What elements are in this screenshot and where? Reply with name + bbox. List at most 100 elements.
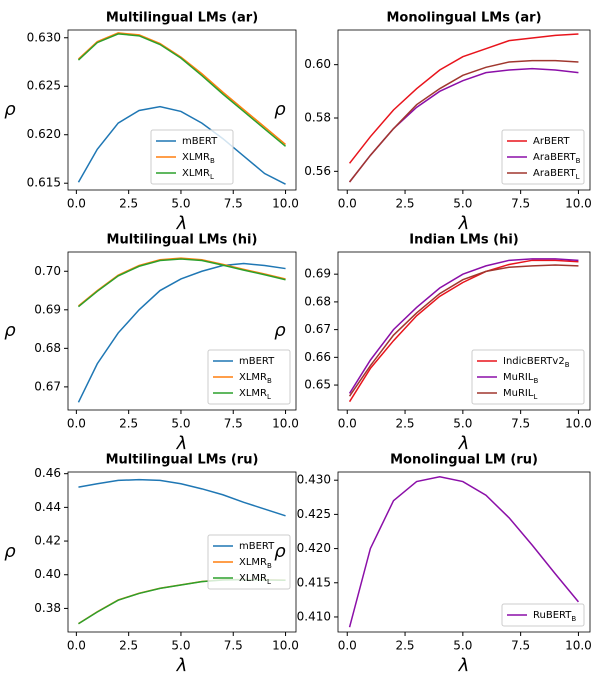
- legend-frame: [471, 349, 585, 405]
- axes-frame: [67, 29, 297, 191]
- subplot: Indian LMs (hi) λ ρ 0.0 2.5 5.0 7.5 10.0 0.65 0.6…: [274, 233, 592, 455]
- x-tick-label: 7.5: [224, 197, 243, 211]
- y-tick-label: 0.410: [297, 609, 331, 623]
- line-series: [77, 105, 286, 185]
- legend-label: XLMRL: [239, 573, 271, 586]
- y-axis-label: ρ: [274, 99, 286, 120]
- x-tick-label: 2.5: [119, 197, 138, 211]
- legend-label: RuBERTB: [533, 610, 576, 623]
- subplot: Multilingual LMs (ru) λ ρ 0.0 2.5 5.0 7.5 10.0 0…: [4, 453, 299, 677]
- line-series: [77, 33, 287, 147]
- legend-frame: [501, 129, 585, 185]
- legend: mBERT XLMRB XLMRL: [207, 349, 291, 405]
- x-axis-label: λ: [458, 433, 470, 454]
- subplot-title: Monolingual LMs (ar): [386, 11, 541, 26]
- legend: IndicBERTv2B MuRILB MuRILL: [471, 349, 585, 405]
- axes-frame: [337, 251, 591, 411]
- legend-label: MuRILB: [503, 372, 538, 385]
- x-tick-label: 0.0: [338, 639, 357, 653]
- line-series: [348, 258, 579, 394]
- x-tick-label: 5.0: [171, 639, 190, 653]
- x-tick-label: 5.0: [453, 197, 472, 211]
- legend-label: XLMRB: [239, 372, 272, 385]
- axes-frame: [337, 29, 591, 191]
- x-tick-label: 10.0: [565, 639, 592, 653]
- legend-label: IndicBERTv2B: [503, 356, 570, 369]
- legend-label: mBERT: [239, 356, 275, 367]
- y-tick-label: 0.415: [297, 575, 331, 589]
- legend-label: XLMRL: [239, 388, 271, 401]
- y-axis-label: ρ: [4, 541, 16, 562]
- x-tick-label: 0.0: [67, 197, 86, 211]
- axes-frame: [337, 471, 591, 633]
- y-tick-label: 0.40: [34, 567, 61, 581]
- x-tick-label: 2.5: [119, 639, 138, 653]
- y-tick-label: 0.65: [304, 378, 331, 392]
- x-tick-label: 0.0: [338, 417, 357, 431]
- y-tick-label: 0.420: [297, 541, 331, 555]
- subplot: Monolingual LMs (ar) λ ρ 0.0 2.5 5.0 7.5 10.0 0.…: [274, 11, 592, 235]
- legend-label: XLMRB: [239, 557, 272, 570]
- line-series: [348, 259, 579, 403]
- y-tick-label: 0.66: [304, 350, 331, 364]
- y-tick-label: 0.430: [297, 473, 331, 487]
- axes-frame: [67, 471, 297, 633]
- x-axis-label: λ: [458, 655, 470, 676]
- axes-frame: [67, 251, 297, 411]
- y-tick-label: 0.615: [27, 176, 61, 190]
- legend-label: ArBERT: [533, 136, 570, 147]
- legend-frame: [207, 534, 291, 590]
- y-tick-label: 0.60: [304, 57, 331, 71]
- y-tick-label: 0.42: [34, 534, 61, 548]
- x-tick-label: 10.0: [272, 197, 299, 211]
- x-tick-label: 10.0: [272, 639, 299, 653]
- subplot-title: Multilingual LMs (ru): [106, 453, 259, 468]
- y-tick-label: 0.620: [27, 127, 61, 141]
- y-tick-label: 0.68: [304, 294, 331, 308]
- x-tick-label: 2.5: [119, 417, 138, 431]
- x-tick-label: 7.5: [511, 197, 530, 211]
- y-tick-label: 0.38: [34, 601, 61, 615]
- x-tick-label: 2.5: [395, 639, 414, 653]
- y-tick-label: 0.56: [304, 164, 331, 178]
- y-tick-label: 0.46: [34, 466, 61, 480]
- x-tick-label: 5.0: [171, 417, 190, 431]
- line-series: [348, 476, 580, 628]
- x-tick-label: 7.5: [224, 417, 243, 431]
- legend-label: MuRILL: [503, 388, 537, 401]
- subplot: Multilingual LMs (hi) λ ρ 0.0 2.5 5.0 7.5 10.0 0…: [4, 233, 299, 455]
- line-series: [78, 478, 286, 517]
- x-tick-label: 10.0: [565, 417, 592, 431]
- legend: mBERT XLMRB XLMRL: [150, 129, 234, 185]
- y-tick-label: 0.69: [304, 267, 331, 281]
- x-axis-label: λ: [458, 213, 470, 234]
- legend-label: XLMRL: [182, 168, 214, 181]
- x-axis-label: λ: [176, 655, 188, 676]
- x-tick-label: 5.0: [171, 197, 190, 211]
- x-tick-label: 0.0: [67, 417, 86, 431]
- x-axis-label: λ: [176, 433, 188, 454]
- legend-frame: [501, 603, 585, 627]
- y-tick-label: 0.630: [27, 30, 61, 44]
- legend-frame: [150, 129, 234, 185]
- subplot: Monolingual LM (ru) λ ρ 0.0 2.5 5.0 7.5 10.0 0.4…: [274, 453, 592, 677]
- y-axis-label: ρ: [4, 320, 16, 341]
- subplot-title: Multilingual LMs (hi): [107, 233, 258, 248]
- x-tick-label: 2.5: [395, 197, 414, 211]
- x-tick-label: 5.0: [453, 639, 472, 653]
- x-tick-label: 0.0: [338, 197, 357, 211]
- line-series: [348, 33, 579, 164]
- y-tick-label: 0.69: [34, 302, 61, 316]
- subplot: Multilingual LMs (ar) λ ρ 0.0 2.5 5.0 7.5 10.0 0…: [4, 11, 299, 235]
- legend: ArBERT AraBERTB AraBERTL: [501, 129, 585, 185]
- x-tick-label: 7.5: [511, 417, 530, 431]
- x-tick-label: 10.0: [272, 417, 299, 431]
- legend-label: XLMRB: [182, 152, 215, 165]
- line-series: [348, 59, 579, 183]
- y-tick-label: 0.44: [34, 500, 61, 514]
- line-series: [77, 258, 286, 308]
- y-tick-label: 0.58: [304, 111, 331, 125]
- y-tick-label: 0.625: [27, 79, 61, 93]
- legend: RuBERTB: [501, 603, 585, 627]
